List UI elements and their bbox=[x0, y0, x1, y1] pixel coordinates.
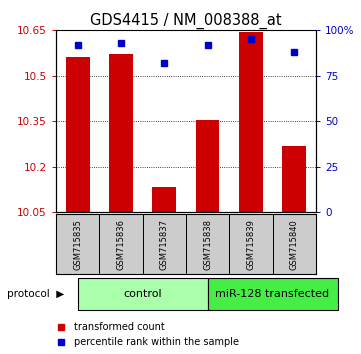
Text: GSM715837: GSM715837 bbox=[160, 219, 169, 270]
Bar bbox=[143, 214, 186, 274]
Bar bbox=[282, 145, 306, 212]
Text: protocol  ▶: protocol ▶ bbox=[7, 289, 65, 299]
Text: GSM715838: GSM715838 bbox=[203, 219, 212, 270]
Text: GSM715836: GSM715836 bbox=[117, 219, 125, 270]
Bar bbox=[78, 278, 208, 310]
Bar bbox=[66, 57, 90, 212]
Text: transformed count: transformed count bbox=[74, 321, 165, 332]
Bar bbox=[109, 55, 133, 212]
Bar bbox=[186, 214, 229, 274]
Text: GSM715840: GSM715840 bbox=[290, 219, 299, 270]
Bar bbox=[99, 214, 143, 274]
Bar bbox=[196, 120, 219, 212]
Text: miR-128 transfected: miR-128 transfected bbox=[216, 289, 330, 299]
Text: GSM715839: GSM715839 bbox=[247, 219, 255, 270]
Bar bbox=[152, 187, 176, 212]
Bar bbox=[229, 214, 273, 274]
Bar bbox=[208, 278, 338, 310]
Text: GSM715835: GSM715835 bbox=[73, 219, 82, 270]
Bar bbox=[56, 214, 99, 274]
Text: percentile rank within the sample: percentile rank within the sample bbox=[74, 337, 239, 348]
Bar bbox=[239, 32, 263, 212]
Bar bbox=[273, 214, 316, 274]
Text: control: control bbox=[123, 289, 162, 299]
Title: GDS4415 / NM_008388_at: GDS4415 / NM_008388_at bbox=[90, 12, 282, 29]
